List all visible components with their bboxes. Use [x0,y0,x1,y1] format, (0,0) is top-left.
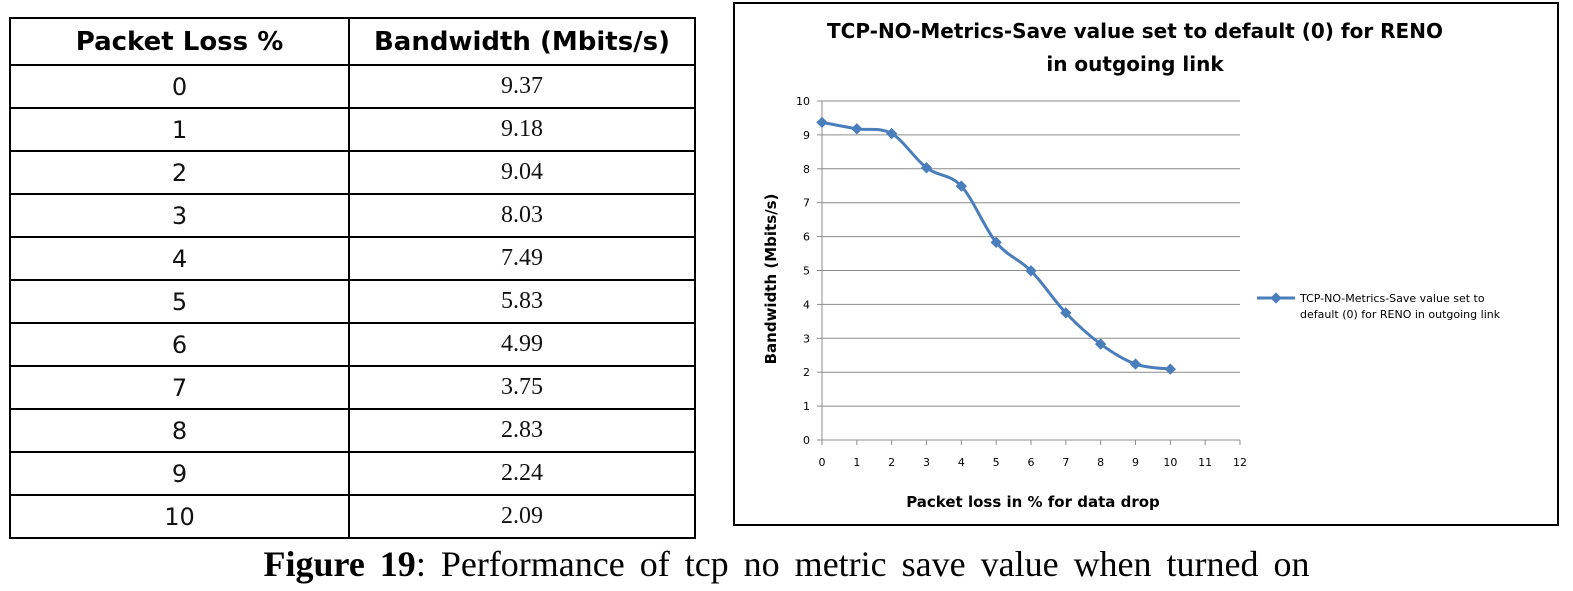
legend-label-line-1: TCP-NO-Metrics-Save value set to [1299,292,1485,305]
cell-bandwidth: 5.83 [348,279,696,324]
y-tick-label: 9 [803,129,810,142]
x-tick-label: 3 [923,456,930,469]
cell-bandwidth: 7.49 [348,236,696,281]
cell-bandwidth: 2.83 [348,408,696,453]
gridlines [822,100,1240,407]
cell-packet-loss: 9 [9,451,350,496]
table-row: 7 3.75 [9,365,696,410]
bandwidth-table: Packet Loss % Bandwidth (Mbits/s) 0 9.37 1… [9,17,696,539]
y-tick-label: 4 [803,298,810,311]
cell-packet-loss: 5 [9,279,350,324]
x-tick-label: 1 [853,456,860,469]
cell-bandwidth: 2.09 [348,494,696,539]
cell-bandwidth: 4.99 [348,322,696,367]
data-point [990,236,1002,249]
y-tick-label: 6 [803,231,810,244]
y-tick-label: 3 [803,332,810,345]
header-bandwidth: Bandwidth (Mbits/s) [348,17,696,66]
cell-bandwidth: 9.04 [348,150,696,195]
y-tick-label: 5 [803,265,810,278]
cell-packet-loss: 1 [9,107,350,152]
figure-caption: Figure 19: Performance of tcp no metric … [0,543,1573,585]
cell-packet-loss: 7 [9,365,350,410]
x-axis-label: Packet loss in % for data drop [906,493,1160,511]
cell-bandwidth: 2.24 [348,451,696,496]
data-point [1025,265,1037,277]
figure-label: Figure 19 [263,544,416,584]
cell-packet-loss: 2 [9,150,350,195]
table-row: 5 5.83 [9,279,696,324]
cell-bandwidth: 9.18 [348,107,696,152]
cell-packet-loss: 8 [9,408,350,453]
chart-frame: TCP-NO-Metrics-Save value set to default… [733,2,1559,526]
axes [817,100,1241,445]
table-row: 9 2.24 [9,451,696,496]
cell-packet-loss: 3 [9,193,350,238]
y-tick-label: 10 [796,95,810,108]
header-packet-loss: Packet Loss % [9,17,350,66]
cell-packet-loss: 4 [9,236,350,281]
table-row: 0 9.37 [9,64,696,109]
y-tick-label: 0 [803,434,810,447]
table-row: 3 8.03 [9,193,696,238]
table-row: 8 2.83 [9,408,696,453]
y-tick-label: 1 [803,400,810,413]
chart-title-line-1: TCP-NO-Metrics-Save value set to default… [827,19,1443,43]
y-tick-label: 8 [803,163,810,176]
cell-packet-loss: 0 [9,64,350,109]
x-tick-label: 2 [888,456,895,469]
x-tick-label: 10 [1163,456,1177,469]
table-row: 4 7.49 [9,236,696,281]
y-axis-label: Bandwidth (Mbits/s) [762,194,780,365]
x-tick-label: 4 [958,456,965,469]
cell-bandwidth: 8.03 [348,193,696,238]
data-point [851,123,863,135]
x-tick-label: 12 [1233,456,1247,469]
bandwidth-table-container: Packet Loss % Bandwidth (Mbits/s) 0 9.37 1… [9,17,696,539]
table-row: 6 4.99 [9,322,696,367]
x-tick-label: 6 [1028,456,1035,469]
line-chart: TCP-NO-Metrics-Save value set to default… [762,19,1501,511]
legend-diamond-marker [1270,292,1282,304]
series-layer [816,116,1176,375]
cell-packet-loss: 10 [9,494,350,539]
data-point [1129,358,1142,370]
y-tick-label: 7 [803,197,810,210]
figure-caption-text: : Performance of tcp no metric save valu… [415,544,1310,584]
x-tick-label: 5 [993,456,1000,469]
cell-bandwidth: 3.75 [348,365,696,410]
data-point [1164,363,1176,375]
x-tick-label: 9 [1132,456,1139,469]
table-row: 1 9.18 [9,107,696,152]
y-tick-label: 2 [803,366,810,379]
cell-packet-loss: 6 [9,322,350,367]
x-tick-label: 11 [1198,456,1212,469]
cell-bandwidth: 9.37 [348,64,696,109]
x-tick-label: 0 [819,456,826,469]
table-row: 10 2.09 [9,494,696,539]
x-tick-label: 8 [1097,456,1104,469]
legend: TCP-NO-Metrics-Save value set to default… [1257,292,1501,321]
data-point [816,116,828,129]
x-tick-label: 7 [1062,456,1069,469]
chart-title-line-2: in outgoing link [1046,52,1224,76]
legend-label-line-2: default (0) for RENO in outgoing link [1300,308,1501,321]
table-row: 2 9.04 [9,150,696,195]
table-header-row: Packet Loss % Bandwidth (Mbits/s) [9,17,696,66]
data-point [920,162,933,174]
